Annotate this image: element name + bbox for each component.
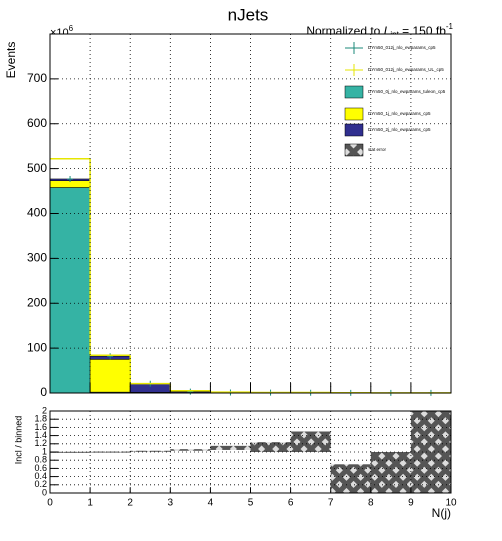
x-tick-label: 3 [168, 498, 174, 509]
error-band [371, 452, 411, 493]
legend-swatch [345, 144, 363, 156]
bar-segment [90, 359, 130, 392]
x-tick-label: 9 [408, 498, 414, 509]
error-band [291, 432, 331, 453]
x-tick-label: 7 [328, 498, 334, 509]
x-tick-label: 4 [208, 498, 214, 509]
legend-label: DYm50_2j_nlo_ewparams_cp5 [368, 127, 431, 132]
error-band [170, 449, 210, 451]
error-band [210, 446, 250, 450]
legend-label: DYm50_012j_nlo_ewparams_UL_cp5 [368, 67, 444, 72]
legend-swatch [345, 108, 363, 120]
x-tick-label: 8 [368, 498, 374, 509]
legend-label: stat error [368, 147, 387, 152]
x-tick-label: 0 [47, 498, 53, 509]
y-axis-label: Events [4, 42, 18, 79]
chart-title: nJets [228, 5, 269, 24]
x-tick-label: 5 [248, 498, 254, 509]
y-tick-label: 400 [27, 206, 47, 220]
x-tick-label: 2 [127, 498, 133, 509]
legend-swatch [345, 86, 363, 98]
y-tick-label: 0 [40, 385, 47, 399]
y-tick-label: 700 [27, 71, 47, 85]
legend-swatch [345, 124, 363, 136]
x-tick-label: 6 [288, 498, 294, 509]
y-tick-label: 600 [27, 116, 47, 130]
legend-label: DYm50_012j_nlo_ewparams_cp5 [368, 45, 436, 50]
bar-segment [50, 187, 90, 393]
ratio-y-label: Incl / binned [13, 416, 23, 465]
y-tick-label: 200 [27, 295, 47, 309]
legend-label: DYm50_1j_nlo_ewparams_cp5 [368, 111, 431, 116]
x-tick-label: 10 [445, 498, 457, 509]
legend-label: DYm50_0j_nlo_ewparams_tuleon_cp5 [368, 89, 446, 94]
x-tick-label: 1 [87, 498, 93, 509]
y-tick-label: 300 [27, 251, 47, 265]
y-tick-label: 100 [27, 340, 47, 354]
y-tick-label: 500 [27, 161, 47, 175]
y-tick-label: 2 [42, 405, 47, 415]
